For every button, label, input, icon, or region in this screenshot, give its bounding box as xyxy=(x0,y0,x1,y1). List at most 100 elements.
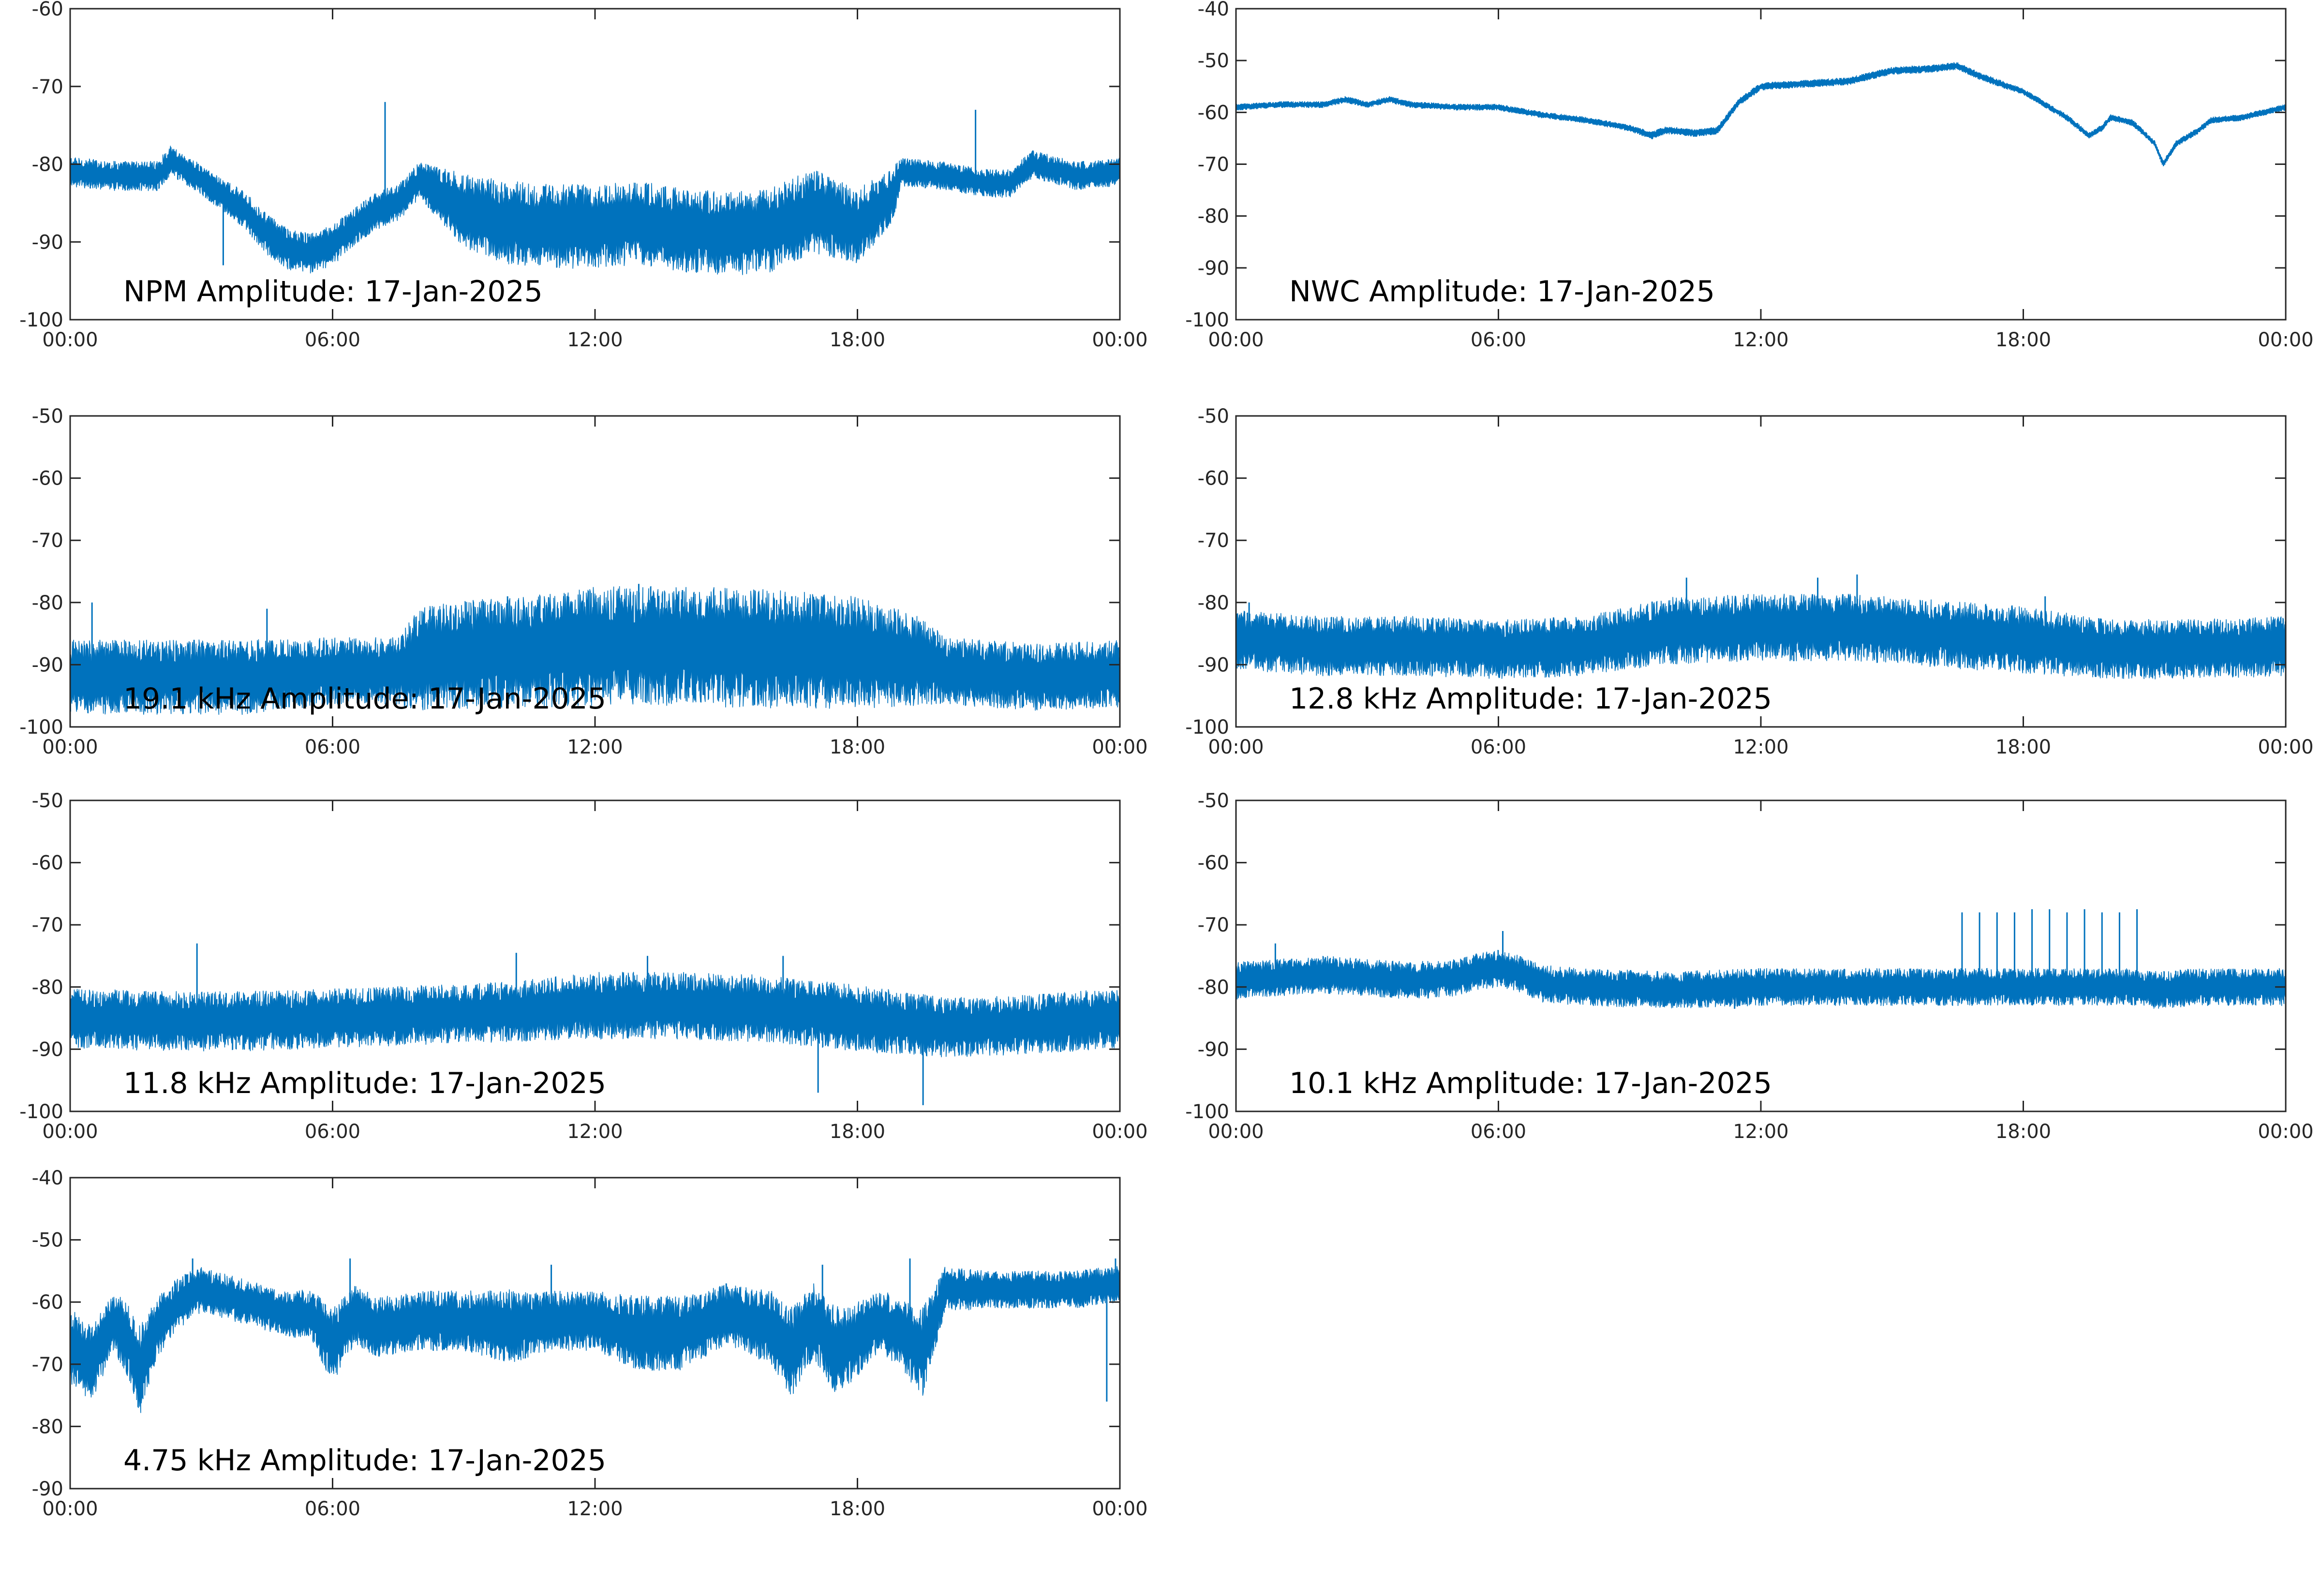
y-tick-label: -90 xyxy=(1198,654,1229,676)
x-tick-label: 12:00 xyxy=(567,1121,623,1143)
y-tick-label: -80 xyxy=(1198,592,1229,614)
x-tick-label: 00:00 xyxy=(1208,1121,1264,1143)
x-tick-label: 00:00 xyxy=(1092,329,1147,351)
x-tick-label: 18:00 xyxy=(1995,329,2051,351)
x-axis: 00:00 06:00 12:00 18:00 00:00 xyxy=(42,416,1148,758)
x-tick-label: 00:00 xyxy=(2258,1121,2313,1143)
x-tick-label: 00:00 xyxy=(1208,736,1264,758)
y-axis: -50 -60 -70 -80 -90 -100 xyxy=(1185,790,2286,1123)
y-tick-label: -100 xyxy=(1185,309,1229,331)
series-trace xyxy=(1235,909,2286,1009)
12-8-khz-amplitude-panel: -50 -60 -70 -80 -90 -100 00:00 06:00 12:00 18:00… xyxy=(1185,405,2313,758)
x-axis: 00:00 06:00 12:00 18:00 00:00 xyxy=(42,800,1148,1143)
x-tick-label: 06:00 xyxy=(305,329,360,351)
panel-title: NPM Amplitude: 17-Jan-2025 xyxy=(123,275,543,309)
x-axis: 00:00 06:00 12:00 18:00 00:00 xyxy=(42,1178,1148,1520)
y-axis: -50 -60 -70 -80 -90 -100 xyxy=(1185,405,2286,739)
y-tick-label: -80 xyxy=(32,154,63,176)
y-tick-label: -90 xyxy=(32,1038,63,1061)
y-tick-label: -90 xyxy=(1198,257,1229,280)
x-tick-label: 06:00 xyxy=(305,1498,360,1520)
y-tick-label: -60 xyxy=(32,468,63,490)
y-tick-label: -40 xyxy=(1198,0,1229,20)
series-line xyxy=(70,1266,1120,1413)
y-tick-label: -70 xyxy=(32,76,63,98)
panel-title: 19.1 kHz Amplitude: 17-Jan-2025 xyxy=(123,682,606,716)
series-line xyxy=(1235,593,2286,680)
plot-frame xyxy=(1235,415,2287,728)
x-tick-label: 06:00 xyxy=(1471,1121,1526,1143)
panel-title: 11.8 kHz Amplitude: 17-Jan-2025 xyxy=(123,1066,606,1100)
y-tick-label: -60 xyxy=(32,0,63,20)
x-tick-label: 00:00 xyxy=(2258,329,2313,351)
x-tick-label: 00:00 xyxy=(1092,736,1147,758)
plot-frame xyxy=(1235,799,2287,1112)
y-tick-label: -60 xyxy=(32,852,63,874)
y-axis: -50 -60 -70 -80 -90 -100 xyxy=(19,405,1120,739)
11-8-khz-amplitude-panel: -50 -60 -70 -80 -90 -100 00:00 06:00 12:00 18:00… xyxy=(19,790,1147,1143)
y-tick-label: -70 xyxy=(32,530,63,552)
x-tick-label: 06:00 xyxy=(1471,329,1526,351)
y-tick-label: -50 xyxy=(32,1229,63,1252)
y-tick-label: -100 xyxy=(1185,1101,1229,1123)
y-tick-label: -90 xyxy=(1198,1038,1229,1061)
series-line xyxy=(70,146,1120,275)
x-tick-label: 12:00 xyxy=(567,736,623,758)
x-axis: 00:00 06:00 12:00 18:00 00:00 xyxy=(42,9,1148,351)
x-axis: 00:00 06:00 12:00 18:00 00:00 xyxy=(1208,800,2314,1143)
x-tick-label: 18:00 xyxy=(1995,736,2051,758)
y-tick-label: -50 xyxy=(1198,405,1229,428)
plot-frame xyxy=(69,1177,1121,1490)
y-tick-label: -60 xyxy=(1198,468,1229,490)
series-trace xyxy=(1235,574,2287,680)
y-tick-label: -80 xyxy=(32,976,63,999)
y-tick-label: -70 xyxy=(1198,530,1229,552)
x-tick-label: 18:00 xyxy=(1995,1121,2051,1143)
series-trace xyxy=(70,102,1120,275)
y-tick-label: -100 xyxy=(1185,716,1229,739)
x-tick-label: 00:00 xyxy=(1092,1498,1147,1520)
panel-title: 12.8 kHz Amplitude: 17-Jan-2025 xyxy=(1289,682,1772,716)
y-tick-label: -40 xyxy=(32,1167,63,1189)
nwc-amplitude-panel: -40 -50 -60 -70 -80 -90 -100 00:00 06:00 12:00 18… xyxy=(1185,0,2313,351)
y-tick-label: -80 xyxy=(1198,976,1229,999)
x-tick-label: 00:00 xyxy=(42,736,98,758)
x-tick-label: 00:00 xyxy=(42,329,98,351)
y-tick-label: -70 xyxy=(32,1354,63,1376)
y-axis: -50 -60 -70 -80 -90 -100 xyxy=(19,790,1120,1123)
y-tick-label: -70 xyxy=(32,914,63,936)
y-tick-label: -50 xyxy=(32,790,63,812)
panel-title: 4.75 kHz Amplitude: 17-Jan-2025 xyxy=(123,1444,606,1478)
y-tick-label: -70 xyxy=(1198,154,1229,176)
y-tick-label: -90 xyxy=(32,1478,63,1500)
x-tick-label: 06:00 xyxy=(305,736,360,758)
y-tick-label: -80 xyxy=(32,1416,63,1438)
y-tick-label: -80 xyxy=(32,592,63,614)
x-tick-label: 06:00 xyxy=(305,1121,360,1143)
y-tick-label: -70 xyxy=(1198,914,1229,936)
y-tick-label: -50 xyxy=(1198,50,1229,72)
y-tick-label: -80 xyxy=(1198,206,1229,228)
x-tick-label: 18:00 xyxy=(830,1498,885,1520)
x-tick-label: 18:00 xyxy=(830,329,885,351)
plot-frame xyxy=(69,799,1121,1112)
series-trace xyxy=(70,1258,1120,1413)
series-line xyxy=(70,586,1120,715)
series-line xyxy=(70,972,1120,1058)
x-tick-label: 12:00 xyxy=(1733,329,1788,351)
y-tick-label: -90 xyxy=(32,231,63,253)
y-tick-label: -60 xyxy=(32,1291,63,1314)
series-trace xyxy=(70,584,1121,715)
panel-title: NWC Amplitude: 17-Jan-2025 xyxy=(1289,275,1715,309)
x-tick-label: 12:00 xyxy=(567,1498,623,1520)
panel-title: 10.1 kHz Amplitude: 17-Jan-2025 xyxy=(1289,1066,1772,1100)
series-trace xyxy=(1235,62,2286,166)
plot-frame xyxy=(1235,8,2287,321)
y-tick-label: -100 xyxy=(19,716,63,739)
y-tick-label: -50 xyxy=(1198,790,1229,812)
y-tick-label: -60 xyxy=(1198,852,1229,874)
y-axis: -60 -70 -80 -90 -100 xyxy=(19,0,1120,331)
series-trace xyxy=(70,943,1120,1106)
